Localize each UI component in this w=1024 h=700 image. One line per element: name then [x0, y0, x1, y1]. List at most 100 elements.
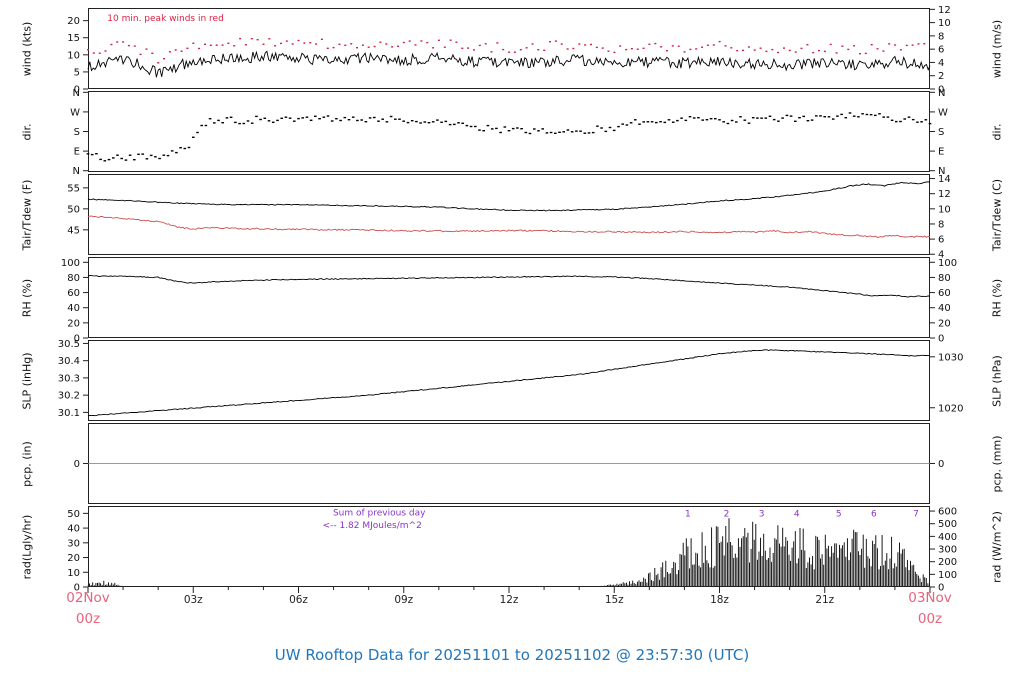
y-tick-right-dir: N	[938, 88, 945, 99]
y-tick-left-rad: 0	[74, 583, 80, 594]
axis-label-left-wind: wind (kts)	[20, 21, 34, 76]
y-tick-right-slp: 1020	[938, 403, 963, 414]
y-tick-right-dir: S	[938, 127, 944, 138]
annotation-rad-0: Sum of previous day	[333, 509, 426, 519]
panel-temp: 55 50 45 14 12 10 8 6 4	[67, 174, 951, 261]
x-tick-label: 12z	[500, 594, 519, 606]
start-date-day: 02Nov	[66, 590, 110, 606]
y-tick-right-wind: 6	[938, 45, 944, 56]
y-tick-right-rad: 300	[938, 545, 957, 556]
x-tick-label: 15z	[605, 594, 624, 606]
y-tick-right-temp: 10	[938, 204, 951, 215]
axis-label-left-temp: Tair/Tdew (F)	[20, 179, 34, 250]
x-axis-start-date: 02Nov 00z	[38, 588, 138, 630]
y-tick-right-rh: 40	[938, 303, 951, 314]
y-tick-right-wind: 2	[938, 71, 944, 82]
y-tick-left-rh: 100	[61, 258, 80, 269]
end-date-hour: 00z	[917, 611, 943, 627]
y-tick-right-rh: 60	[938, 288, 951, 299]
end-date-day: 03Nov	[908, 590, 952, 606]
x-axis-end-date: 03Nov 00z	[880, 588, 980, 630]
y-tick-left-slp: 30.2	[58, 391, 80, 402]
y-tick-right-wind: 12	[938, 5, 951, 16]
annotation-rad-7: 6	[871, 510, 877, 520]
y-tick-left-rh: 20	[67, 318, 80, 329]
y-tick-right-rad: 500	[938, 519, 957, 530]
series-wind_avg	[87, 50, 931, 78]
y-tick-left-rh: 0	[74, 334, 80, 345]
y-tick-left-slp: 30.4	[58, 356, 80, 367]
y-tick-right-temp: 6	[938, 235, 944, 246]
y-tick-right-rh: 0	[938, 334, 944, 345]
x-tick-label: 18z	[710, 594, 729, 606]
y-tick-left-rad: 20	[67, 553, 80, 564]
series-wind_peak_10min	[87, 37, 926, 64]
y-tick-left-dir: W	[70, 107, 80, 118]
annotation-rad-1: <-- 1.82 MJoules/m^2	[323, 521, 422, 531]
y-tick-right-rad: 200	[938, 557, 957, 568]
y-tick-right-temp: 4	[938, 250, 944, 261]
axis-label-right-pcp: pcp. (mm)	[990, 434, 1004, 493]
y-tick-right-rad: 0	[938, 583, 944, 594]
y-tick-right-rh: 20	[938, 318, 951, 329]
y-tick-left-dir: S	[74, 127, 80, 138]
series-solar_radiation	[87, 518, 930, 587]
y-tick-left-wind: 20	[67, 16, 80, 27]
y-tick-right-dir: N	[938, 166, 945, 177]
y-tick-left-rad: 40	[67, 524, 80, 535]
series-sea_level_pressure	[87, 349, 931, 417]
y-tick-left-dir: E	[74, 147, 80, 158]
y-tick-right-rad: 400	[938, 532, 957, 543]
y-tick-left-rad: 10	[67, 568, 80, 579]
axis-label-right-slp: SLP (hPa)	[990, 354, 1004, 407]
y-tick-right-wind: 10	[938, 18, 951, 29]
y-tick-right-wind: 4	[938, 58, 944, 69]
annotation-rad-5: 4	[794, 510, 800, 520]
axis-label-left-pcp: pcp. (in)	[20, 440, 34, 487]
start-date-hour: 00z	[75, 611, 101, 627]
series-relative_humidity	[87, 275, 931, 298]
y-tick-right-temp: 12	[938, 189, 951, 200]
y-tick-right-temp: 8	[938, 219, 944, 230]
annotation-wind-0: 10 min. peak winds in red	[107, 14, 224, 24]
axis-label-right-rad: rad (W/m^2)	[990, 510, 1004, 583]
y-tick-left-temp: 55	[67, 183, 80, 194]
series-wind_direction	[86, 112, 932, 162]
y-tick-left-rh: 80	[67, 273, 80, 284]
y-tick-right-dir: W	[938, 107, 948, 118]
y-tick-right-wind: 0	[938, 85, 944, 96]
y-tick-left-rh: 60	[67, 288, 80, 299]
y-tick-left-temp: 45	[67, 225, 80, 236]
panel-rh: 100 80 60 40 20 0 100 80 60 40 20 0	[61, 257, 957, 345]
y-tick-left-rh: 40	[67, 303, 80, 314]
y-tick-left-rad: 50	[67, 509, 80, 520]
axis-label-left-slp: SLP (inHg)	[20, 351, 34, 410]
y-tick-left-dir: N	[73, 166, 80, 177]
annotation-rad-2: 1	[685, 510, 691, 520]
x-tick-label: 21z	[815, 594, 834, 606]
y-tick-left-rad: 30	[67, 538, 80, 549]
y-tick-left-dir: N	[73, 88, 80, 99]
y-tick-left-pcp: 0	[74, 459, 80, 470]
y-tick-right-wind: 8	[938, 31, 944, 42]
y-tick-left-slp: 30.3	[58, 373, 80, 384]
axis-label-left-rad: rad(Lgly/hr)	[20, 514, 34, 579]
axis-label-right-dir: dir.	[990, 122, 1004, 141]
annotation-rad-4: 3	[759, 510, 765, 520]
chart-title: UW Rooftop Data for 20251101 to 20251102…	[274, 646, 750, 664]
x-tick-label: 06z	[289, 594, 308, 606]
y-tick-right-pcp: 0	[938, 459, 944, 470]
y-tick-right-dir: E	[938, 147, 944, 158]
axis-label-right-wind: wind (m/s)	[990, 19, 1004, 78]
y-tick-left-temp: 50	[67, 204, 80, 215]
y-tick-left-slp: 30.5	[58, 339, 80, 350]
panel-slp: 30.5 30.4 30.3 30.2 30.1 1030 1020	[58, 339, 963, 421]
series-tair	[87, 181, 931, 212]
y-tick-right-slp: 1030	[938, 352, 963, 363]
x-tick-label: 09z	[394, 594, 413, 606]
